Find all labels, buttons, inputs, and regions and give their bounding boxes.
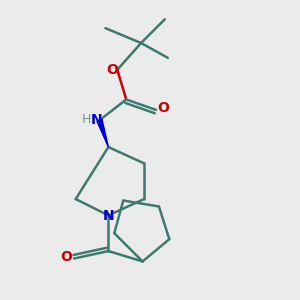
Text: O: O <box>158 101 169 116</box>
Text: H: H <box>81 113 91 126</box>
Polygon shape <box>97 119 108 147</box>
Text: N: N <box>103 209 114 223</box>
Text: O: O <box>60 250 72 264</box>
Text: O: O <box>106 63 118 77</box>
Text: N: N <box>91 113 102 127</box>
